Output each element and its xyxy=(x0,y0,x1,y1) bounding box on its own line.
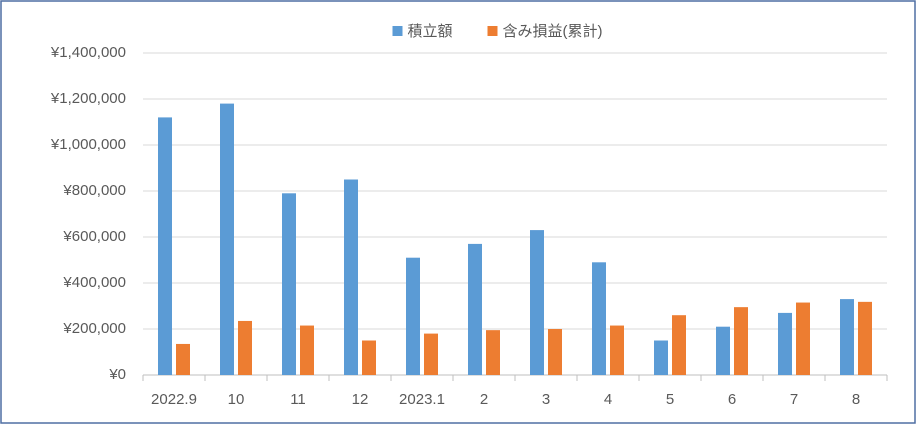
x-tick-label: 2 xyxy=(480,391,488,408)
x-tick-label: 12 xyxy=(352,391,369,408)
legend-label: 積立額 xyxy=(408,23,453,40)
x-tick-label: 2023.1 xyxy=(399,391,445,408)
bar xyxy=(406,257,420,375)
x-tick-label: 4 xyxy=(604,391,612,408)
bar xyxy=(282,193,296,375)
bar xyxy=(858,301,872,375)
bar xyxy=(238,320,252,375)
y-tick-label: ¥0 xyxy=(108,366,126,383)
bar xyxy=(176,343,190,375)
y-tick-label: ¥800,000 xyxy=(62,182,126,199)
x-tick-label: 8 xyxy=(852,391,860,408)
x-tick-label: 2022.9 xyxy=(151,391,197,408)
bar xyxy=(610,325,624,375)
legend-swatch xyxy=(487,26,498,36)
bar xyxy=(158,117,172,376)
bar xyxy=(734,307,748,375)
bar xyxy=(548,329,562,375)
bar xyxy=(778,312,792,375)
y-tick-label: ¥1,200,000 xyxy=(50,90,126,107)
bar xyxy=(840,299,854,375)
y-tick-label: ¥1,400,000 xyxy=(50,44,126,61)
x-tick-label: 6 xyxy=(728,391,736,408)
x-tick-label: 11 xyxy=(290,391,306,408)
bar xyxy=(424,333,438,375)
bar xyxy=(486,330,500,375)
x-tick-label: 10 xyxy=(228,391,245,408)
y-tick-label: ¥200,000 xyxy=(62,320,126,337)
bar xyxy=(362,340,376,375)
x-tick-label: 3 xyxy=(542,391,550,408)
y-tick-label: ¥1,000,000 xyxy=(50,136,126,153)
legend-swatch xyxy=(392,26,403,36)
bar xyxy=(220,103,234,375)
x-tick-label: 7 xyxy=(790,391,798,408)
bar xyxy=(530,230,544,375)
bar xyxy=(672,315,686,375)
bar xyxy=(716,326,730,375)
y-tick-label: ¥400,000 xyxy=(62,274,126,291)
bar xyxy=(300,325,314,375)
bar xyxy=(344,179,358,375)
legend-label: 含み損益(累計) xyxy=(503,23,603,40)
bar xyxy=(796,302,810,375)
bar xyxy=(654,340,668,375)
y-tick-label: ¥600,000 xyxy=(62,228,126,245)
bar xyxy=(468,243,482,375)
x-tick-label: 5 xyxy=(666,391,674,408)
bar xyxy=(592,262,606,375)
